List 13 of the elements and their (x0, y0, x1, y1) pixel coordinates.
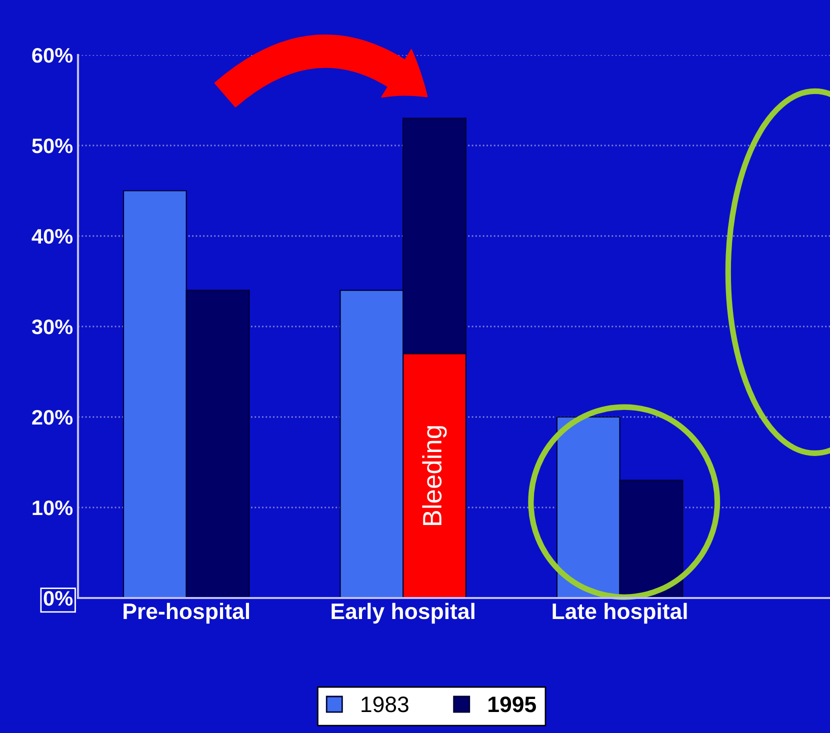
series-label: Bleeding (422, 426, 447, 526)
y-tick-label: 20% (32, 410, 73, 425)
x-tick-label: Late hospital (552, 602, 687, 624)
y-tick-label: 60% (32, 48, 73, 63)
y-tick-label: 50% (32, 138, 73, 154)
legend-label: 1983 (362, 696, 408, 712)
y-tick-label: 30% (32, 320, 73, 334)
y-tick-label: 40% (32, 229, 73, 244)
y-tick-label: 0% (44, 591, 73, 606)
x-tick-label: Pre-hospital (124, 602, 249, 624)
y-tick-label: 10% (32, 500, 73, 516)
x-tick-label: Early hospital (332, 602, 474, 624)
legend-label: 1995 (488, 696, 536, 712)
